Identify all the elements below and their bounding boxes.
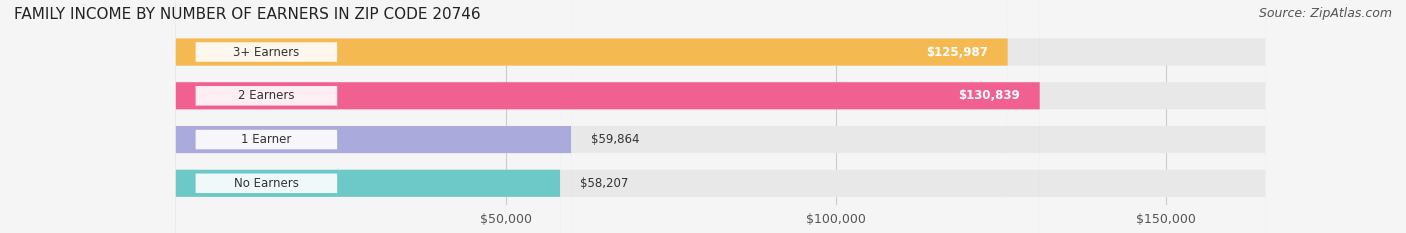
FancyBboxPatch shape: [176, 0, 1008, 233]
FancyBboxPatch shape: [195, 0, 337, 233]
FancyBboxPatch shape: [195, 0, 337, 233]
Text: 3+ Earners: 3+ Earners: [233, 45, 299, 58]
Text: $130,839: $130,839: [959, 89, 1019, 102]
Text: Source: ZipAtlas.com: Source: ZipAtlas.com: [1258, 7, 1392, 20]
Text: $59,864: $59,864: [591, 133, 640, 146]
FancyBboxPatch shape: [176, 0, 1265, 233]
Text: $58,207: $58,207: [579, 177, 628, 190]
Text: 1 Earner: 1 Earner: [242, 133, 291, 146]
FancyBboxPatch shape: [176, 0, 1265, 233]
FancyBboxPatch shape: [195, 0, 337, 233]
Text: No Earners: No Earners: [233, 177, 299, 190]
FancyBboxPatch shape: [176, 0, 1265, 233]
FancyBboxPatch shape: [176, 0, 1040, 233]
FancyBboxPatch shape: [176, 0, 1265, 233]
FancyBboxPatch shape: [176, 0, 571, 233]
Text: $125,987: $125,987: [927, 45, 988, 58]
FancyBboxPatch shape: [176, 0, 560, 233]
Text: FAMILY INCOME BY NUMBER OF EARNERS IN ZIP CODE 20746: FAMILY INCOME BY NUMBER OF EARNERS IN ZI…: [14, 7, 481, 22]
FancyBboxPatch shape: [195, 0, 337, 233]
Text: 2 Earners: 2 Earners: [238, 89, 295, 102]
